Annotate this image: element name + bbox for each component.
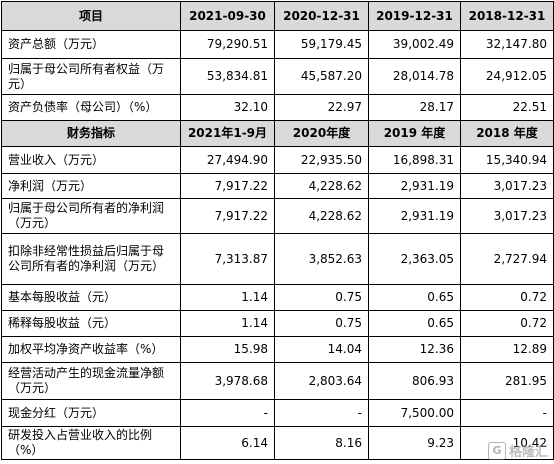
table-cell: 53,834.81 <box>180 58 275 95</box>
table-cell: 2,363.05 <box>368 233 461 285</box>
table-row: 资产总额（万元） 79,290.51 59,179.45 39,002.49 3… <box>1 30 554 59</box>
table-cell: 4,228.62 <box>274 198 369 234</box>
table-cell: 8.16 <box>274 426 369 460</box>
table-row: 稀释每股收益（元） 1.14 0.75 0.65 0.72 <box>1 310 554 337</box>
table-cell: 281.95 <box>460 362 554 400</box>
table-cell: 15,340.94 <box>460 146 554 174</box>
table-cell: 0.72 <box>460 284 554 311</box>
table-cell: 4,228.62 <box>274 173 369 199</box>
table-header-row: 项目 2021-09-30 2020-12-31 2019-12-31 2018… <box>1 1 554 31</box>
header-cell: 2020年度 <box>274 120 369 147</box>
row-label: 现金分红（万元） <box>1 399 181 427</box>
header-cell: 2019 年度 <box>368 120 461 147</box>
table-row: 扣除非经常性损益后归属于母公司所有者的净利润（万元） 7,313.87 3,85… <box>1 233 554 285</box>
table-cell: 32.10 <box>180 94 275 121</box>
table-cell: 28.17 <box>368 94 461 121</box>
table-row: 现金分红（万元） - - 7,500.00 - <box>1 399 554 427</box>
table-cell: 12.36 <box>368 336 461 363</box>
table-cell: - <box>460 399 554 427</box>
table-cell: 15.98 <box>180 336 275 363</box>
table-cell: 2,931.19 <box>368 173 461 199</box>
header-cell: 2020-12-31 <box>274 1 369 31</box>
row-label: 净利润（万元） <box>1 173 181 199</box>
table-cell: 16,898.31 <box>368 146 461 174</box>
table-cell: 45,587.20 <box>274 58 369 95</box>
header-cell: 项目 <box>1 1 181 31</box>
table-cell: 22,935.50 <box>274 146 369 174</box>
row-label: 稀释每股收益（元） <box>1 310 181 337</box>
table-cell: 0.75 <box>274 310 369 337</box>
header-cell: 2018 年度 <box>460 120 554 147</box>
table-cell: 1.14 <box>180 310 275 337</box>
table-row: 净利润（万元） 7,917.22 4,228.62 2,931.19 3,017… <box>1 173 554 199</box>
row-label: 归属于母公司所有者权益（万元） <box>1 58 181 95</box>
header-cell: 2018-12-31 <box>460 1 554 31</box>
row-label: 研发投入占营业收入的比例（%） <box>1 426 181 460</box>
row-label: 加权平均净资产收益率（%） <box>1 336 181 363</box>
table-cell: 22.51 <box>460 94 554 121</box>
table-cell: 3,852.63 <box>274 233 369 285</box>
table-cell: 28,014.78 <box>368 58 461 95</box>
table-cell: 79,290.51 <box>180 30 275 59</box>
header-cell: 2019-12-31 <box>368 1 461 31</box>
table-cell: 59,179.45 <box>274 30 369 59</box>
watermark-text: 格隆汇 <box>508 445 548 460</box>
table-row: 资产负债率（母公司）（%） 32.10 22.97 28.17 22.51 <box>1 94 554 121</box>
table-header-row: 财务指标 2021年1-9月 2020年度 2019 年度 2018 年度 <box>1 120 554 147</box>
table-cell: 2,727.94 <box>460 233 554 285</box>
row-label: 归属于母公司所有者的净利润（万元） <box>1 198 181 234</box>
table-cell: 39,002.49 <box>368 30 461 59</box>
gelonghui-logo-icon: G <box>487 441 506 460</box>
table-row: 归属于母公司所有者的净利润（万元） 7,917.22 4,228.62 2,93… <box>1 198 554 234</box>
table-cell: 14.04 <box>274 336 369 363</box>
table-cell: 6.14 <box>180 426 275 460</box>
table-cell: 3,017.23 <box>460 173 554 199</box>
table-cell: 0.72 <box>460 310 554 337</box>
table-cell: 9.23 <box>368 426 461 460</box>
table-cell: 1.14 <box>180 284 275 311</box>
table-cell: 22.97 <box>274 94 369 121</box>
table-cell: 2,931.19 <box>368 198 461 234</box>
gelonghui-watermark: G 格隆汇 <box>487 441 548 460</box>
table-cell: 2,803.64 <box>274 362 369 400</box>
table-cell: - <box>274 399 369 427</box>
row-label: 资产总额（万元） <box>1 30 181 59</box>
table-row: 经营活动产生的现金流量净额（万元） 3,978.68 2,803.64 806.… <box>1 362 554 400</box>
table-cell: - <box>180 399 275 427</box>
header-cell: 财务指标 <box>1 120 181 147</box>
header-cell: 2021-09-30 <box>180 1 275 31</box>
table-row: 基本每股收益（元） 1.14 0.75 0.65 0.72 <box>1 284 554 311</box>
table-cell: 32,147.80 <box>460 30 554 59</box>
table-cell: 7,313.87 <box>180 233 275 285</box>
table-cell: 7,500.00 <box>368 399 461 427</box>
row-label: 基本每股收益（元） <box>1 284 181 311</box>
table-cell: 0.65 <box>368 284 461 311</box>
table-cell: 12.89 <box>460 336 554 363</box>
table-cell: 27,494.90 <box>180 146 275 174</box>
table-cell: 24,912.05 <box>460 58 554 95</box>
table-cell: 7,917.22 <box>180 173 275 199</box>
table-cell: 0.75 <box>274 284 369 311</box>
row-label: 营业收入（万元） <box>1 146 181 174</box>
table-row: 加权平均净资产收益率（%） 15.98 14.04 12.36 12.89 <box>1 336 554 363</box>
row-label: 扣除非经常性损益后归属于母公司所有者的净利润（万元） <box>1 233 181 285</box>
header-cell: 2021年1-9月 <box>180 120 275 147</box>
table-cell: 3,978.68 <box>180 362 275 400</box>
table-row: 营业收入（万元） 27,494.90 22,935.50 16,898.31 1… <box>1 146 554 174</box>
table-row: 归属于母公司所有者权益（万元） 53,834.81 45,587.20 28,0… <box>1 58 554 95</box>
table-cell: 7,917.22 <box>180 198 275 234</box>
table-cell: 10.42 <box>460 426 554 460</box>
table-row: 研发投入占营业收入的比例（%） 6.14 8.16 9.23 10.42 <box>1 426 554 460</box>
table-cell: 806.93 <box>368 362 461 400</box>
table-cell: 3,017.23 <box>460 198 554 234</box>
row-label: 资产负债率（母公司）（%） <box>1 94 181 121</box>
table-cell: 0.65 <box>368 310 461 337</box>
row-label: 经营活动产生的现金流量净额（万元） <box>1 362 181 400</box>
